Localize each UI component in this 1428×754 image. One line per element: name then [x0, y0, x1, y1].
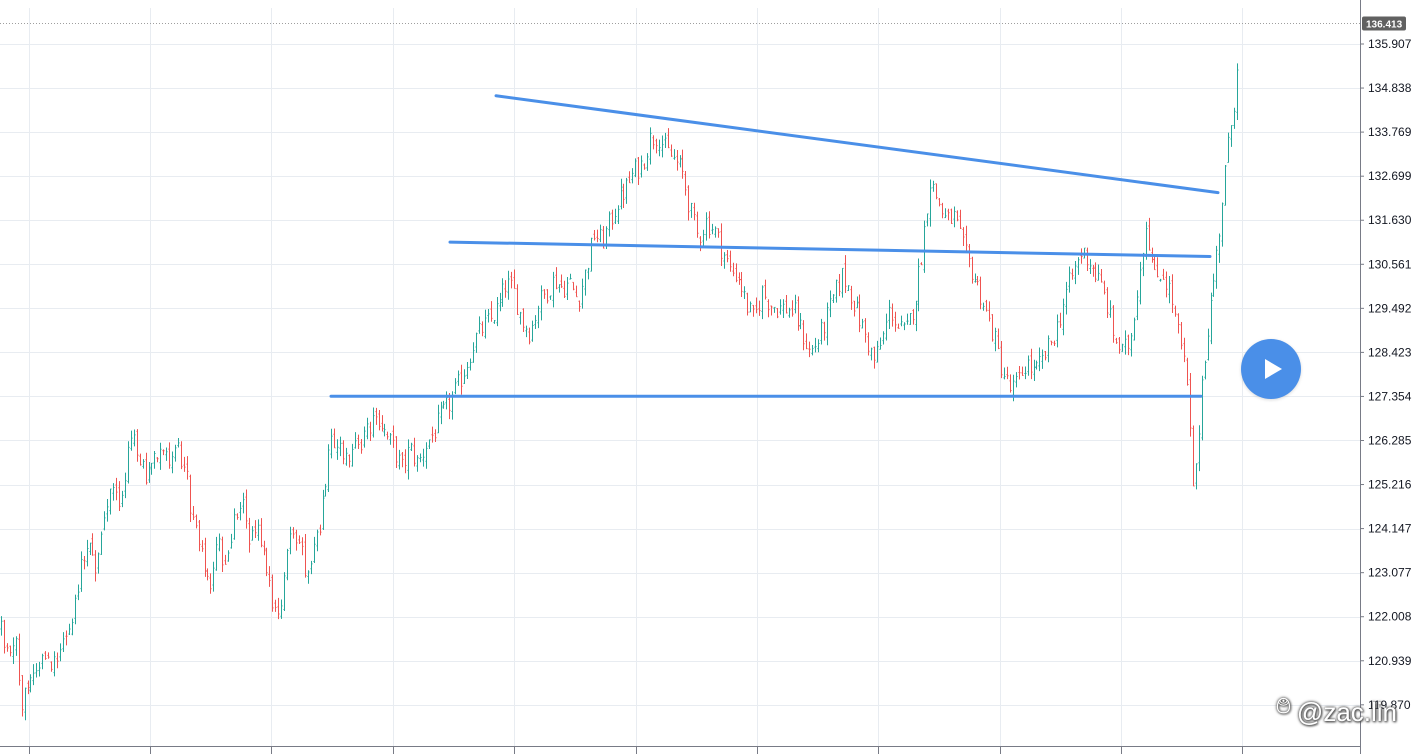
price-axis-label: 134.838	[1368, 81, 1412, 95]
price-axis-label: 127.354	[1368, 389, 1412, 403]
watermark-text: @zac.lin	[1296, 696, 1398, 727]
play-icon	[1265, 359, 1282, 379]
price-axis-label: 132.699	[1368, 169, 1412, 183]
trendline-resistance	[494, 94, 1220, 195]
price-axis-label: 120.939	[1368, 654, 1412, 668]
price-axis-label: 128.423	[1368, 345, 1412, 359]
price-axis-label: 123.077	[1368, 566, 1412, 580]
trendline-midline	[448, 240, 1212, 259]
watermark: ࿉ @zac.lin	[1276, 693, 1398, 727]
price-axis-label: 135.907	[1368, 37, 1412, 51]
price-axis-label: 119.870	[1368, 698, 1411, 712]
price-axis-label: 129.492	[1368, 301, 1412, 315]
price-axis-label: 133.769	[1368, 125, 1412, 139]
price-axis-label: 126.285	[1368, 433, 1412, 447]
fingerprint-icon: ࿉	[1276, 693, 1291, 718]
price-axis-label: 125.216	[1368, 478, 1412, 492]
price-axis-label: 122.008	[1368, 610, 1412, 624]
price-axis-label: 130.561	[1368, 257, 1412, 271]
price-axis-label: 124.147	[1368, 522, 1412, 536]
price-axis-label: 131.630	[1368, 213, 1412, 227]
play-button[interactable]	[1241, 339, 1301, 399]
last-price-label: 136.413	[1366, 20, 1403, 31]
last-price-tag	[1362, 16, 1406, 31]
